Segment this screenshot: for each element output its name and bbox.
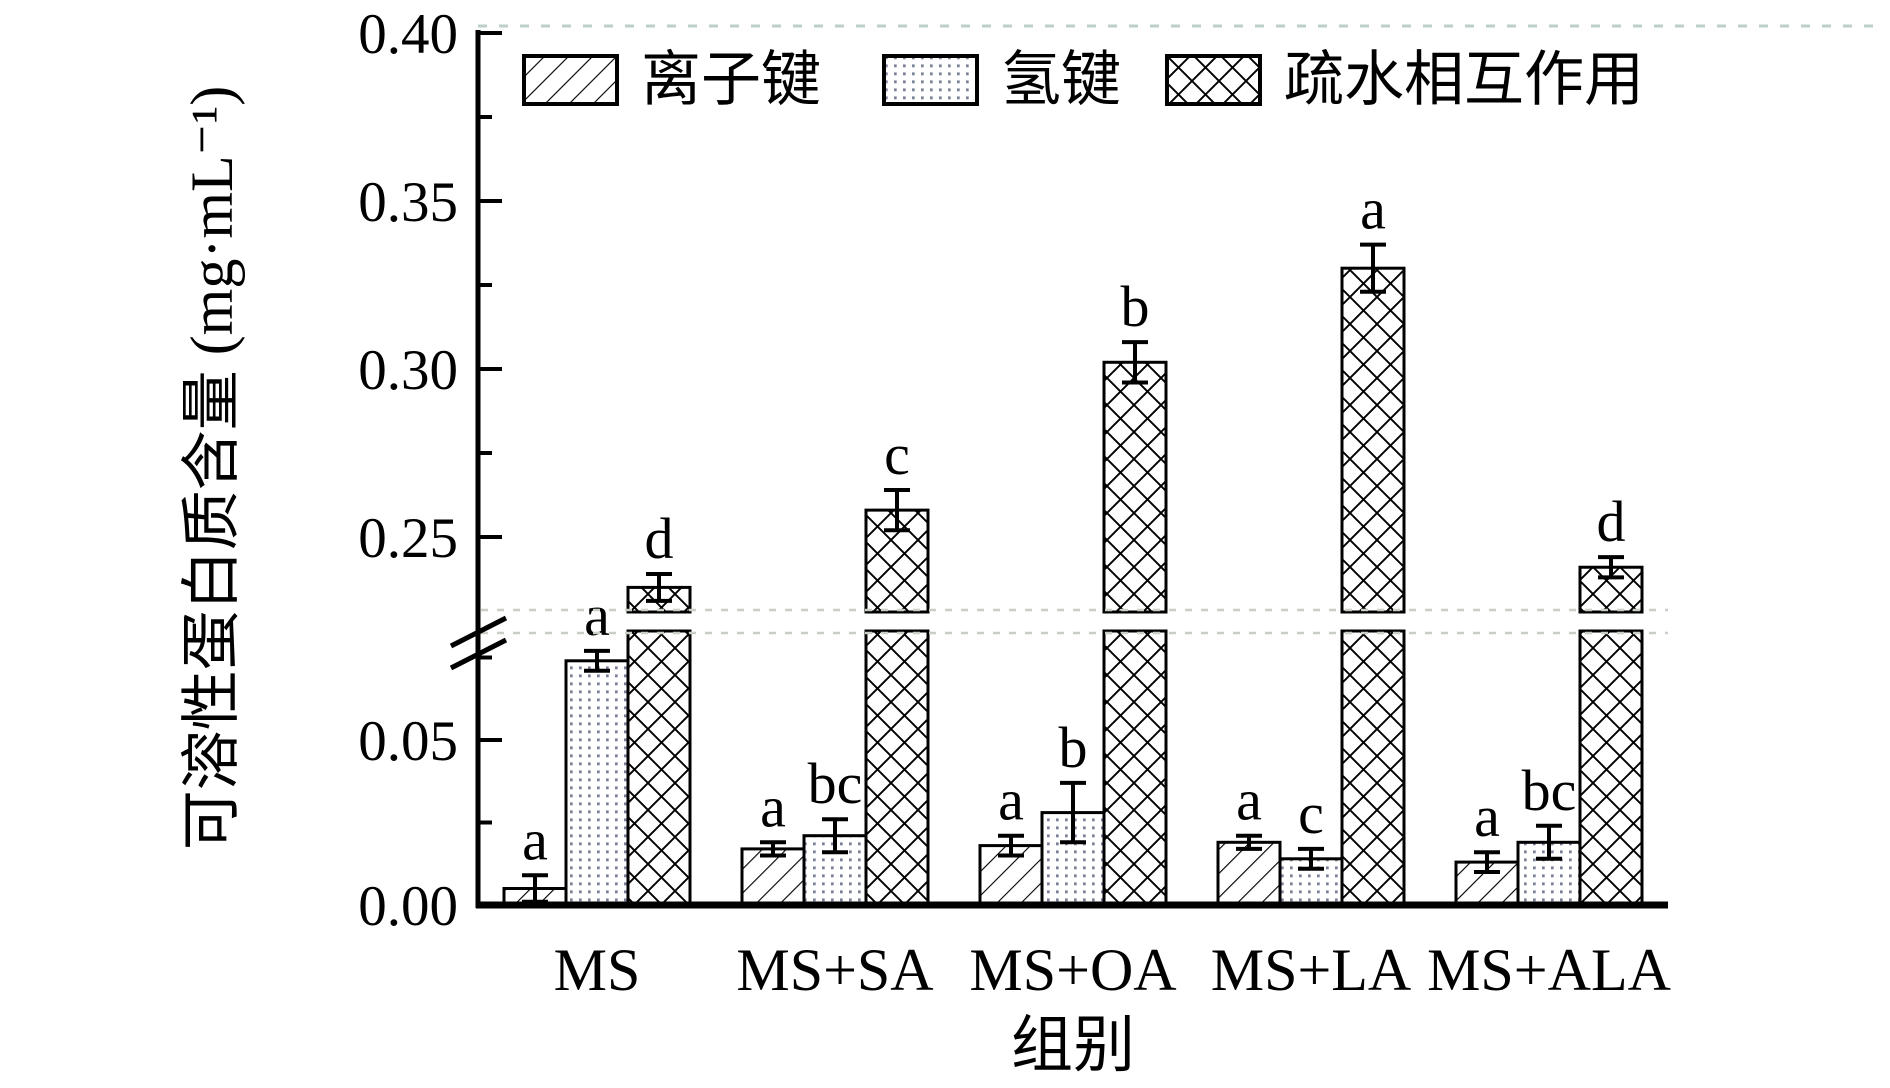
sig-letter-bar-MS+LA-s0: a [1236, 768, 1262, 833]
sig-letter-bar-MS+SA-s1: bc [808, 751, 863, 816]
sig-letter-bar-MS-s2: d [645, 506, 674, 571]
sig-letter-bar-MS+ALA-s2: d [1597, 489, 1626, 554]
error-bar-bar-MS+OA-s2 [1122, 340, 1148, 385]
x-tick-label-MS: MS [554, 937, 641, 1003]
x-axis-title: 组别 [1011, 1012, 1135, 1080]
error-bar-bar-MS+LA-s0 [1236, 833, 1262, 851]
y-axis-title: 可溶性蛋白质含量 (mg·mL⁻¹) [179, 86, 245, 851]
bar-MS+LA-s2-upper [1340, 266, 1406, 614]
sig-letter-bar-MS+LA-s1: c [1298, 781, 1324, 846]
bar-MS-s2-lower [626, 629, 692, 907]
bar-MS+OA-s2-lower [1102, 629, 1168, 907]
error-bar-bar-MS+SA-s1 [822, 817, 848, 855]
y-tick-label-0.35: 0.35 [358, 171, 458, 234]
x-tick-label-MS+ALA: MS+ALA [1427, 937, 1671, 1003]
error-bar-bar-MS+OA-s0 [998, 833, 1024, 858]
bar-MS+SA-s2-lower [864, 629, 930, 907]
x-tick-label-MS+OA: MS+OA [969, 937, 1176, 1003]
error-bar-bar-MS+OA-s1 [1060, 780, 1086, 845]
y-tick-label-0.05: 0.05 [358, 710, 458, 773]
error-bar-bar-MS-s2 [646, 571, 672, 603]
sig-letter-bar-MS+OA-s0: a [998, 768, 1024, 833]
bar-MS+LA-s2-lower [1340, 629, 1406, 907]
error-bar-bar-MS+LA-s1 [1298, 846, 1324, 871]
x-tick-label-MS+LA: MS+LA [1211, 937, 1412, 1003]
y-axis-break-icon [449, 615, 508, 671]
y-tick-label-0.25: 0.25 [358, 507, 458, 570]
sig-letter-bar-MS+OA-s1: b [1059, 715, 1088, 780]
sig-letter-bar-MS+ALA-s0: a [1474, 784, 1500, 849]
error-bar-bar-MS+SA-s2 [884, 487, 910, 533]
x-tick-label-MS+SA: MS+SA [736, 937, 933, 1003]
sig-letter-bar-MS+SA-s2: c [884, 422, 910, 487]
error-bar-bar-MS+ALA-s1 [1536, 823, 1562, 861]
y-tick-label-0.00: 0.00 [358, 875, 458, 938]
y-tick-label-0.30: 0.30 [358, 339, 458, 402]
sig-letter-bar-MS+ALA-s1: bc [1522, 758, 1577, 823]
error-bar-bar-MS-s1 [584, 648, 610, 673]
bar-MS+ALA-s2-lower [1578, 629, 1644, 907]
sig-letter-bar-MS+LA-s2: a [1360, 177, 1386, 242]
error-bar-bar-MS+LA-s2 [1360, 242, 1386, 294]
error-bar-bar-MS+ALA-s2 [1598, 555, 1624, 580]
bar-MS+OA-s2-upper [1102, 360, 1168, 614]
y-tick-label-0.40: 0.40 [358, 3, 458, 66]
sig-letter-bar-MS+OA-s2: b [1121, 274, 1150, 339]
bar-MS-s1 [564, 659, 630, 907]
sig-letter-bar-MS-s1: a [584, 583, 610, 648]
error-bar-bar-MS+SA-s0 [760, 840, 786, 858]
error-bar-bar-MS+ALA-s0 [1474, 850, 1500, 874]
sig-letter-bar-MS+SA-s0: a [760, 774, 786, 839]
bar-MS+LA-s0 [1216, 840, 1282, 907]
sig-letter-bar-MS-s0: a [522, 807, 548, 872]
